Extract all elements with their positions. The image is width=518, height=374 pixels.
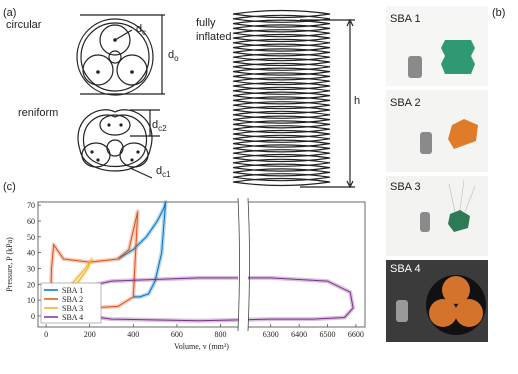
lens: [232, 38, 331, 47]
photo-4: [386, 260, 488, 342]
x-tick-label: 6400: [291, 330, 307, 339]
lens: [232, 14, 331, 23]
series-line: [54, 277, 354, 322]
x-tick-label: 200: [84, 330, 96, 339]
lens: [232, 153, 331, 163]
lens: [232, 144, 331, 153]
axis-break: [238, 198, 248, 337]
panel-label: (c): [3, 181, 16, 193]
lens: [232, 72, 331, 81]
lens: [232, 24, 331, 33]
lens: [232, 19, 331, 28]
break-mark: [237, 197, 250, 332]
series-line: [117, 201, 167, 298]
label-dc: dc: [136, 23, 146, 37]
panel-label: (b): [492, 7, 505, 19]
y-tick-label: 60: [27, 217, 35, 226]
lens: [232, 91, 331, 100]
lens: [232, 57, 331, 67]
x-tick-label: 800: [215, 330, 227, 339]
lens: [232, 101, 331, 110]
label-inflated: inflated: [196, 31, 231, 43]
y-tick-label: 30: [27, 264, 35, 273]
photo-2: [386, 90, 488, 172]
label-circular: circular: [6, 19, 42, 31]
photo-3: [386, 176, 488, 256]
label-h: h: [354, 95, 360, 107]
legend-label: SBA 4: [62, 313, 83, 322]
y-axis-label: Pressure, P (kPa): [5, 237, 14, 292]
photo-label: SBA 4: [390, 263, 421, 275]
photo-label: SBA 1: [390, 13, 421, 25]
lens: [232, 110, 331, 119]
lens: [232, 29, 331, 38]
x-tick-label: 6300: [263, 330, 279, 339]
lens: [232, 62, 331, 71]
lens: [232, 77, 331, 86]
x-tick-label: 6500: [320, 330, 336, 339]
x-tick-label: 400: [127, 330, 139, 339]
lens: [232, 115, 331, 124]
lens: [232, 86, 331, 95]
x-tick-label: 0: [44, 330, 48, 339]
y-tick-label: 20: [27, 280, 35, 289]
lens: [232, 96, 331, 105]
y-tick-label: 70: [27, 201, 35, 210]
chart: 0 10 20 30 40 50 60 70 0 200 400 600 800 6300 6400 6500…: [5, 197, 366, 351]
y-tick-label: 10: [27, 296, 35, 305]
lens: [232, 67, 331, 76]
photo-1: [386, 6, 488, 86]
x-tick-label: 600: [171, 330, 183, 339]
lens: [232, 53, 331, 62]
legend-label: SBA 2: [62, 295, 83, 304]
lens: [232, 9, 331, 19]
lens: [232, 81, 331, 91]
photo-label: SBA 2: [390, 97, 421, 109]
photo-label: SBA 3: [390, 181, 421, 193]
lens: [232, 177, 331, 187]
legend-label: SBA 1: [62, 286, 83, 295]
lens: [232, 48, 331, 57]
x-axis-label: Volume, v (mm³): [174, 342, 229, 351]
lens: [232, 125, 331, 134]
lens: [232, 149, 331, 158]
y-tick-label: 40: [27, 249, 35, 258]
lens: [232, 120, 331, 129]
lens: [232, 33, 331, 43]
lens: [232, 158, 331, 167]
label-do: do: [168, 49, 179, 63]
height-arrow: [300, 18, 355, 189]
lens: [232, 163, 331, 172]
lens: [232, 129, 331, 139]
lens: [232, 139, 331, 148]
lens: [232, 43, 331, 52]
reniform-diagram: [77, 109, 160, 179]
inflated-stack: [232, 9, 331, 187]
label-reniform: reniform: [18, 107, 58, 119]
legend-label: SBA 3: [62, 304, 83, 313]
lens: [232, 134, 331, 143]
lens: [232, 105, 331, 115]
lens: [232, 173, 331, 182]
label-dc2: dc2: [152, 119, 167, 133]
panel-label: (a): [3, 7, 16, 19]
x-tick-label: 6600: [348, 330, 364, 339]
label-dc1: dc1: [156, 165, 171, 179]
y-tick-label: 50: [27, 233, 35, 242]
y-tick-label: 0: [31, 312, 35, 321]
lens: [232, 168, 331, 177]
label-fully: fully: [196, 17, 216, 29]
circular-diagram: [76, 14, 165, 96]
